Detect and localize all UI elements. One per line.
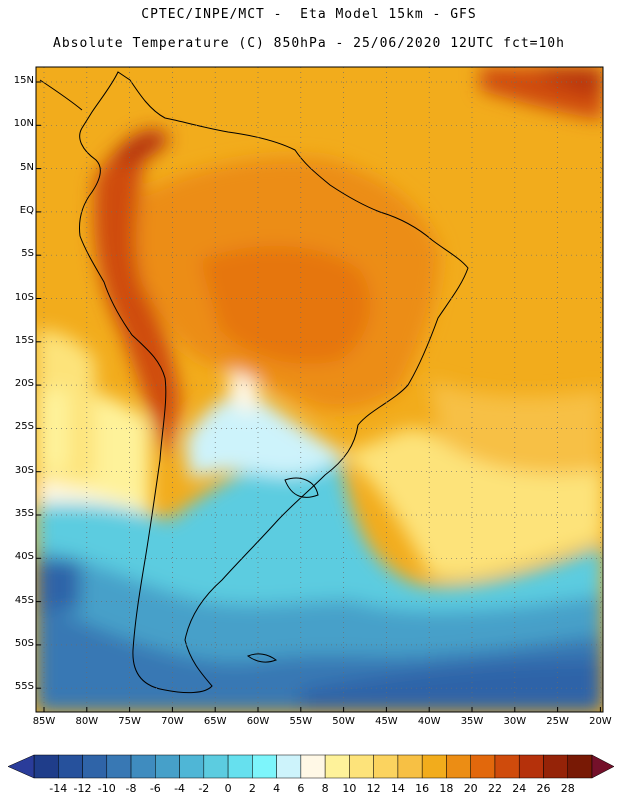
temperature-field [36,67,603,712]
lat-label: EQ [19,204,34,216]
colorbar-tick-label: 16 [415,782,430,795]
colorbar-tick-label: -10 [97,782,116,795]
colorbar-tick-label: 18 [439,782,454,795]
colorbar-swatch [179,754,205,779]
chart-title-line-1: CPTEC/INPE/MCT - Eta Model 15km - GFS [141,7,477,22]
colorbar-tick-label: -12 [73,782,92,795]
colorbar-swatch [33,754,59,779]
map-frame [35,66,604,713]
colorbar-tick-label: 26 [536,782,551,795]
colorbar-swatch [252,754,277,779]
colorbar-tick-label: 12 [366,782,381,795]
axis-ticks [36,81,601,712]
lat-label: 20S [14,378,34,390]
colorbar-swatch [130,754,156,779]
colorbar-tick-label: 8 [321,782,329,795]
lat-label: 15N [13,75,34,86]
lat-label: 30S [14,464,34,476]
lon-label: 80W [75,716,99,727]
lat-label: 10S [14,291,34,303]
colorbar-tick-label: 4 [273,782,281,795]
lon-label: 70W [161,716,184,727]
colorbar-tick-label: -4 [174,782,186,795]
colorbar-tick-label: 24 [512,782,527,795]
lon-label: 20W [589,716,612,727]
lon-label: 55W [289,716,313,727]
colorbar-swatch [349,754,374,779]
colorbar-swatch [446,754,471,779]
colorbar-tick-label: 14 [390,782,405,795]
lon-label: 60W [246,716,270,727]
lon-label: 45W [375,716,398,727]
colorbar-tick-label: 28 [560,782,575,795]
lon-label: 30W [503,716,527,727]
chart-title-line-2: Absolute Temperature (C) 850hPa - 25/06/… [53,36,565,51]
colorbar-tick-label: -2 [198,782,210,795]
lat-label: 50S [14,637,34,649]
temperature-map [35,66,604,713]
colorbar-swatch [397,754,423,779]
colorbar-under-arrow [7,754,35,779]
colorbar-swatch [227,754,253,779]
lat-label: 55S [14,681,34,693]
colorbar-swatch [324,754,350,779]
colorbar-swatch [276,754,302,779]
lat-label: 25S [14,421,34,433]
lon-label: 40W [417,716,441,727]
colorbar-swatch [203,754,229,779]
colorbar-swatch [106,754,132,779]
lat-label: 5N [20,161,34,173]
lon-label: 35W [460,716,484,727]
lat-label: 45S [14,594,34,606]
colorbar-tick-label: 10 [342,782,357,795]
lat-label: 10N [13,118,34,130]
lat-label: 40S [14,551,34,563]
lon-label: 75W [118,716,141,727]
colorbar-swatch [518,754,544,779]
colorbar-swatch [470,754,496,779]
colorbar-over-arrow [591,754,615,779]
colorbar-tick-label: -8 [125,782,137,795]
lat-label: 35S [14,508,34,519]
lon-label: 50W [332,716,355,727]
colorbar-swatch [567,754,593,779]
lon-label: 25W [546,716,569,727]
colorbar-tick-label: 22 [487,782,502,795]
lat-label: 15S [14,334,34,346]
colorbar-swatch [421,754,447,779]
colorbar-tick-label: 20 [463,782,478,795]
colorbar-swatch [494,754,520,779]
colorbar-swatch [58,754,83,779]
colorbar-tick-label: -14 [49,782,68,795]
colorbar-swatch [155,754,180,779]
lat-label: 5S [21,248,34,260]
lon-label: 65W [203,716,227,727]
colorbar-tick-label: 2 [248,782,256,795]
colorbar-swatch [300,754,326,779]
colorbar-swatch [373,754,399,779]
colorbar-tick-label: 0 [224,782,232,795]
lon-label: 85W [32,716,56,727]
colorbar-tick-label: 6 [297,782,305,795]
colorbar-tick-label: -6 [149,782,161,795]
colorbar-swatch [82,754,108,779]
colorbar-swatch [543,754,568,779]
